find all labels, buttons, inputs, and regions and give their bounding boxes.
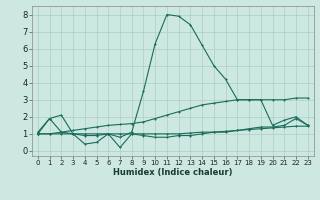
X-axis label: Humidex (Indice chaleur): Humidex (Indice chaleur) (113, 168, 233, 177)
